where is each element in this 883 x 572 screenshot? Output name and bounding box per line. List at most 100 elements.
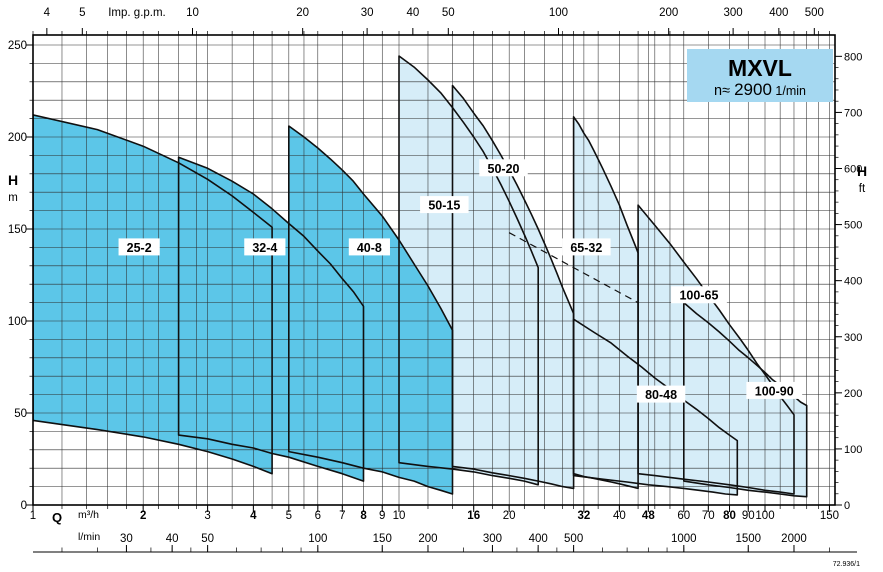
model-label-box-100-90 [746,381,803,399]
y-axis-title-h-right: H [857,163,867,179]
x-tick-lmin: 500 [564,533,583,545]
x-tick-m3h: 1 [30,510,36,522]
x-tick-gpm: 5 [79,7,85,19]
model-label-box-80-48 [636,385,686,403]
x-tick-m3h: 150 [820,510,839,522]
envelope-fills [33,56,807,497]
y-tick-ft: 800 [844,51,862,63]
envelope-fill-40-8 [288,126,453,494]
envelope-fill-100-90 [683,302,807,497]
footnote: 72.936/1 [833,561,860,568]
x-tick-lmin: 40 [166,533,179,545]
x-tick-gpm: 200 [659,7,678,19]
x-tick-gpm: 40 [406,7,419,19]
x-tick-lmin: 1000 [671,533,697,545]
y-tick-m: 250 [8,40,27,52]
model-label-box-100-65 [671,286,727,304]
dashed-boundary-line [508,232,639,304]
x-tick-gpm: 10 [186,7,199,19]
y-tick-ft: 100 [844,444,862,456]
x-tick-lmin: 2000 [781,533,807,545]
envelope-fill-50-20 [452,85,574,489]
model-labels: 25-2 32-4 40-8 50-15 50-20 65-32 100-65 80-48 10… [118,159,803,403]
y-axis-unit-m: m [8,192,18,204]
x-axis-unit-m3h: m³/h [78,509,99,521]
model-label-100-90: 100-90 [755,384,794,398]
x-tick-lmin: 30 [120,533,133,545]
y-tick-ft: 200 [844,388,862,400]
x-tick-gpm: 4 [44,7,51,19]
x-tick-m3h: 8 [360,510,367,522]
x-tick-m3h: 3 [204,510,210,522]
envelope-outline-25-2 [33,114,273,475]
y-tick-m: 200 [8,132,27,144]
x-tick-m3h: 48 [642,510,655,522]
x-tick-lmin: 1500 [735,533,761,545]
y-tick-m: 0 [21,500,27,512]
model-label-40-8: 40-8 [357,241,382,255]
x-tick-m3h: 20 [503,510,516,522]
x-tick-gpm: 50 [442,7,455,19]
x-tick-lmin: 400 [529,533,548,545]
model-label-box-25-2 [118,238,160,256]
model-label-box-32-4 [244,238,286,256]
x-tick-m3h: 32 [577,510,590,522]
x-tick-lmin: 200 [418,533,437,545]
x-tick-lmin: 150 [373,533,392,545]
y-tick-m: 50 [14,408,27,420]
y-tick-ft: 300 [844,332,862,344]
y-tick-ft: 0 [844,500,850,512]
x-tick-lmin: 50 [201,533,214,545]
plot-border [32,34,836,506]
model-label-50-15: 50-15 [428,199,460,213]
model-label-box-40-8 [348,238,390,256]
x-tick-m3h: 2 [140,510,146,522]
x-tick-m3h: 90 [742,510,755,522]
x-tick-m3h: 40 [613,510,626,522]
x-tick-m3h: 9 [379,510,385,522]
envelope-outline-32-4 [177,156,365,482]
model-label-80-48: 80-48 [645,388,677,402]
model-label-25-2: 25-2 [127,241,152,255]
x-tick-lmin: 100 [308,533,327,545]
x-tick-gpm: 500 [805,7,824,19]
x-tick-lmin: 300 [483,533,502,545]
y-tick-ft: 500 [844,220,862,232]
x-tick-m3h: 7 [339,510,345,522]
x-tick-gpm: 100 [549,7,568,19]
model-label-box-65-32 [562,238,611,256]
model-label-100-65: 100-65 [679,289,718,303]
x-tick-gpm: 20 [296,7,309,19]
x-tick-m3h: 4 [250,510,257,522]
y-tick-ft: 600 [844,164,862,176]
y-tick-ft: 700 [844,107,862,119]
envelope-outline-50-15 [398,55,539,486]
envelope-outline-80-48 [572,318,739,496]
x-tick-gpm: 30 [361,7,374,19]
model-label-box-50-20 [479,159,528,177]
x-tick-gpm: 300 [724,7,743,19]
x-tick-m3h: 6 [315,510,321,522]
y-axis-title-h-left: H [8,172,18,188]
x-tick-m3h: 10 [393,510,406,522]
legend-title: MXVL [728,55,792,81]
x-tick-m3h: 16 [467,510,480,522]
x-tick-gpm: 400 [769,7,788,19]
y-tick-m: 150 [8,224,27,236]
x-tick-m3h: 5 [286,510,292,522]
envelope-outline-50-20 [451,84,575,490]
y-axis-unit-ft: ft [859,183,866,195]
model-label-32-4: 32-4 [252,241,277,255]
x-tick-m3h: 80 [723,510,736,522]
x-axis-title-q: Q [52,510,62,525]
model-label-65-32: 65-32 [570,241,602,255]
x-tick-m3h: 100 [755,510,774,522]
envelope-outline-40-8 [288,125,454,495]
x-axis-unit-lmin: l/min [78,531,100,543]
y-tick-m: 100 [8,316,27,328]
